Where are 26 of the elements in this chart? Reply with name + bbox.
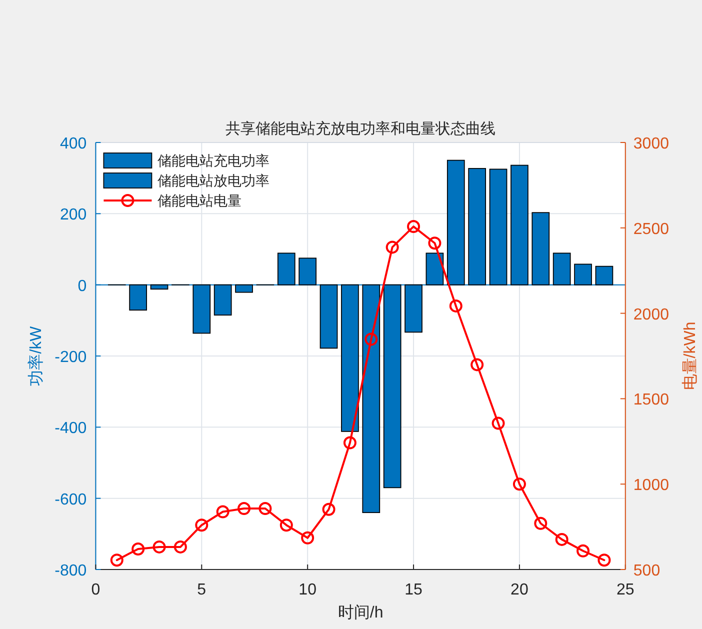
y2-tick-label: 1500 [633, 392, 670, 409]
x-tick-label: 20 [510, 582, 528, 598]
y2-tick-label: 2500 [633, 220, 670, 238]
x-tick-label: 5 [197, 582, 206, 598]
y-tick-label: 0 [78, 278, 87, 295]
y-tick-label: 200 [60, 206, 87, 224]
legend-label: 储能电站电量 [158, 194, 242, 210]
legend-label: 储能电站放电功率 [158, 174, 270, 190]
y-tick-label: 400 [60, 136, 87, 152]
y-tick-label: -600 [54, 491, 87, 508]
x-axis-title: 时间/h [338, 604, 384, 622]
x-tick-label: 0 [91, 582, 100, 598]
y-tick-label: -200 [54, 349, 87, 366]
x-tick-label: 15 [404, 582, 423, 598]
legend-label: 储能电站充电功率 [158, 154, 270, 170]
x-tick-label: 10 [298, 582, 317, 598]
y2-axis-title: 电量/kWh [681, 322, 699, 390]
y-tick-label: -400 [54, 420, 87, 438]
y-tick-label: -800 [54, 562, 87, 580]
y2-tick-label: 500 [633, 562, 660, 580]
y-axis-title: 功率/kW [27, 325, 45, 386]
y2-tick-label: 2000 [633, 306, 670, 324]
y2-tick-label: 3000 [633, 136, 670, 152]
chart-title: 共享储能电站充放电功率和电量状态曲线 [226, 120, 496, 138]
y2-tick-label: 1000 [633, 477, 670, 494]
x-tick-label: 25 [616, 582, 634, 598]
